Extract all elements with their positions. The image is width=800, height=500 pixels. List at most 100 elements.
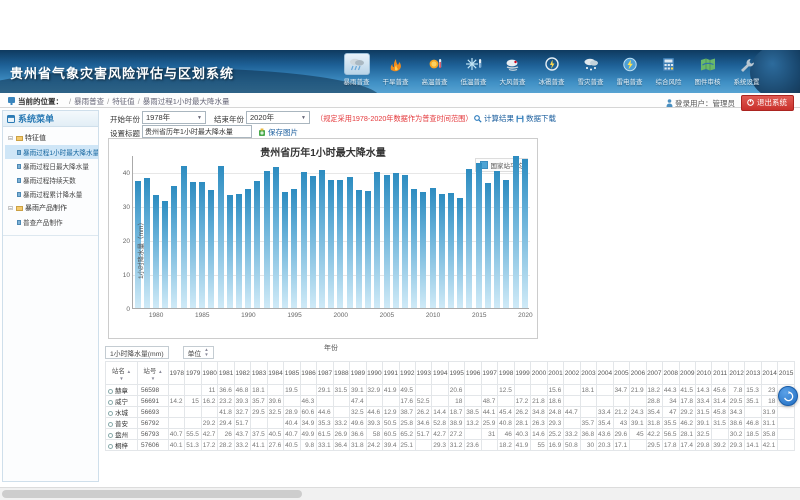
collapse-icon[interactable]: ⊟ [7,135,14,142]
value-cell [564,385,580,396]
value-cell: 34.7 [613,385,629,396]
bar-1986 [208,190,214,308]
col-year-1997: 1997 [481,362,497,385]
value-cell: 39.1 [695,418,711,429]
col-year-2012: 2012 [728,362,744,385]
value-cell: 51.7 [416,429,432,440]
value-cell: 33.2 [564,429,580,440]
breadcrumb-item[interactable]: 特征值 [112,97,135,106]
value-cell: 58 [366,429,382,440]
nav-item-rainstorm[interactable]: 暴雨普查 [337,53,376,93]
quantity-box[interactable]: 1小时降水量(mm) [105,346,169,359]
y-tick-label: 30 [112,204,130,211]
value-cell: 18.1 [580,385,596,396]
value-cell: 31.5 [712,418,728,429]
nav-item-wind[interactable]: 大风普查 [493,53,532,93]
horizontal-scrollbar[interactable] [0,487,800,500]
value-cell: 14.6 [531,429,547,440]
sort-arrows-icon[interactable]: ▲▼ [204,348,208,357]
value-cell: 39.4 [383,440,399,451]
bar-2020 [522,159,528,308]
end-year-select[interactable]: 2020年▼ [246,111,310,124]
tree-group-1[interactable]: ⊟暴雨产品制作 [5,201,98,215]
collapse-icon[interactable]: ⊟ [7,205,14,212]
breadcrumb-item[interactable]: 暴雨普查 [74,97,104,106]
row-radio[interactable] [108,400,113,405]
bar-1984 [190,182,196,308]
station-id-cell: 56792 [137,418,168,429]
start-year-label: 开始年份 [110,114,140,125]
row-radio[interactable] [108,444,113,449]
y-tick-label: 0 [112,306,130,313]
value-cell [267,418,283,429]
sidebar-tree: ⊟特征值暴雨过程1小时最大降水量暴雨过程日最大降水量暴雨过程持续天数暴雨过程累计… [3,127,98,236]
value-cell: 46.2 [679,418,695,429]
logout-button[interactable]: 退出系统 [741,95,794,111]
nav-item-snow[interactable]: 雪灾普查 [571,53,610,93]
value-cell: 34.9 [300,418,316,429]
col-station-name[interactable]: 站名 ▲▼ [106,362,138,385]
row-radio[interactable] [108,422,113,427]
tree-item[interactable]: 暴雨过程累计降水量 [5,187,98,201]
tree-item[interactable]: 暴雨过程1小时最大降水量 [5,145,98,159]
bar-2017 [494,171,500,308]
data-download-link[interactable]: 数据下载 [516,113,556,124]
value-cell: 33.1 [317,440,333,451]
bar-1997 [310,176,316,308]
value-cell: 18.2 [646,385,662,396]
col-year-1981: 1981 [218,362,234,385]
unit-selector[interactable]: 单位 ▲▼ [183,346,214,359]
nav-item-lightning[interactable]: 雷电普查 [610,53,649,93]
settings-icon [734,53,760,75]
tree-group-0[interactable]: ⊟特征值 [5,131,98,145]
station-id-cell: 56693 [137,407,168,418]
value-cell: 35.7 [580,418,596,429]
nav-item-label: 冰雹普查 [539,76,565,86]
tree-item[interactable]: 暴雨过程日最大降水量 [5,159,98,173]
nav-item-label: 低温普查 [461,76,487,86]
value-cell: 17.4 [679,440,695,451]
nav-item-settings[interactable]: 系统设置 [727,53,766,93]
value-cell [630,396,646,407]
nav-item-composite-risk[interactable]: 综合风险 [649,53,688,93]
col-year-2000: 2000 [531,362,547,385]
nav-item-high-temp[interactable]: 高温普查 [415,53,454,93]
tree-item[interactable]: 普查产品制作 [5,215,98,229]
nav-item-drought[interactable]: 干旱普查 [376,53,415,93]
col-year-2011: 2011 [712,362,728,385]
start-year-select[interactable]: 1978年▼ [142,111,206,124]
chart-title-input[interactable] [142,125,252,138]
value-cell [317,396,333,407]
bar-1999 [328,180,334,308]
floating-refresh-button[interactable] [778,386,798,406]
calc-result-link[interactable]: 计算结果 [474,113,514,124]
value-cell: 28.8 [646,396,662,407]
scrollbar-thumb[interactable] [2,490,302,498]
col-station-id[interactable]: 站号 ▲▼ [137,362,168,385]
save-image-link[interactable]: 保存图片 [258,127,298,138]
table-toolbar: 1小时降水量(mm) 单位 ▲▼ [105,346,214,360]
row-radio[interactable] [108,433,113,438]
value-cell [498,396,514,407]
col-year-2003: 2003 [580,362,596,385]
power-icon [747,99,754,106]
col-year-1988: 1988 [333,362,349,385]
nav-item-low-temp[interactable]: 低温普查 [454,53,493,93]
bar-2013 [457,198,463,309]
row-radio[interactable] [108,389,113,394]
col-year-2010: 2010 [695,362,711,385]
nav-item-hail[interactable]: 冰雹普查 [532,53,571,93]
row-radio[interactable] [108,411,113,416]
col-year-1987: 1987 [317,362,333,385]
composite-risk-icon [656,53,682,75]
col-year-1994: 1994 [432,362,448,385]
tree-item[interactable]: 暴雨过程持续天数 [5,173,98,187]
nav-item-map-review[interactable]: 图件审核 [688,53,727,93]
breadcrumb-item[interactable]: 暴雨过程1小时最大降水量 [143,97,230,106]
value-cell: 27.2 [448,429,464,440]
bar-2007 [402,175,408,308]
user-info: 登录用户：管理员 [666,98,735,109]
breadcrumb-path: /暴雨普查/特征值/暴雨过程1小时最大降水量 [66,96,229,107]
value-cell [745,407,761,418]
station-name-cell: 威宁 [106,396,138,407]
